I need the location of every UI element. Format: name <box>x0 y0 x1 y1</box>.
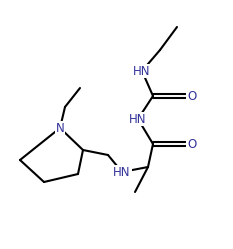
Text: HN: HN <box>129 113 147 125</box>
Text: HN: HN <box>113 166 131 179</box>
Text: N: N <box>56 122 64 134</box>
Text: O: O <box>187 89 197 103</box>
Text: O: O <box>187 137 197 150</box>
Text: HN: HN <box>133 64 151 77</box>
